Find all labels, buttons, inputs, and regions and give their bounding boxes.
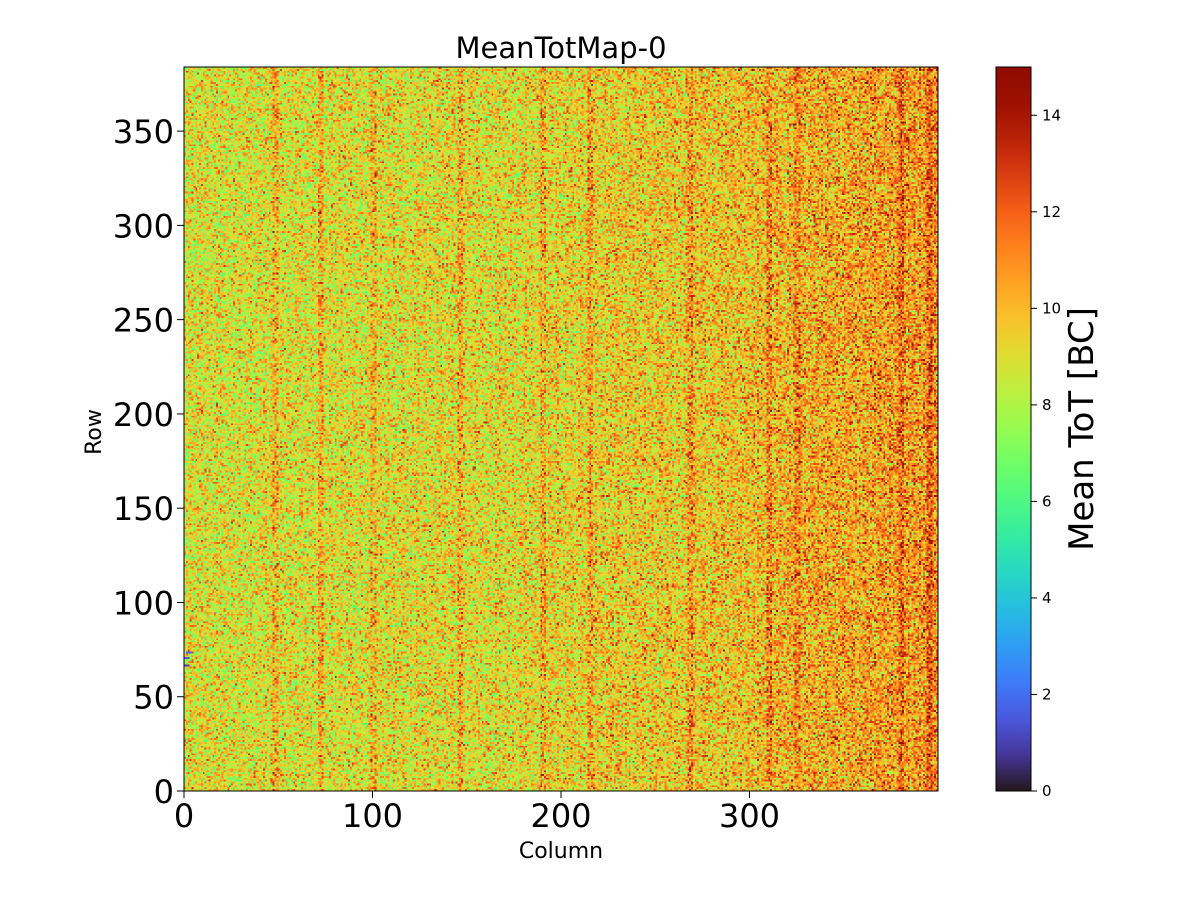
colorbar-tick-label: 14 <box>1042 106 1061 124</box>
colorbar-label: Mean ToT [BC] <box>1062 307 1102 551</box>
heatmap-cells <box>184 67 938 791</box>
y-tick-label: 150 <box>113 490 174 528</box>
x-tick-label: 300 <box>719 797 780 835</box>
y-tick-label: 200 <box>113 396 174 434</box>
y-axis-label: Row <box>82 409 107 455</box>
x-axis-ticks: 0 100 200 300 <box>174 791 780 835</box>
colorbar: 0 2 4 6 8 10 12 14 <box>995 66 1061 800</box>
colorbar-tick-label: 8 <box>1042 396 1052 414</box>
colorbar-frame <box>995 66 1032 792</box>
colorbar-ticks: 0 2 4 6 8 10 12 14 <box>1031 106 1061 800</box>
colorbar-gradient <box>996 67 1031 791</box>
colorbar-tick-label: 2 <box>1042 685 1052 703</box>
y-tick-label: 50 <box>133 679 174 717</box>
y-tick-label: 250 <box>113 302 174 340</box>
y-tick-label: 100 <box>113 584 174 622</box>
colorbar-tick-label: 10 <box>1042 299 1061 317</box>
x-tick-label: 200 <box>530 797 591 835</box>
y-tick-label: 0 <box>154 773 174 811</box>
y-axis-ticks: 0 50 100 150 200 250 300 350 <box>113 113 184 811</box>
x-tick-label: 0 <box>174 797 194 835</box>
colorbar-tick-label: 12 <box>1042 203 1061 221</box>
x-tick-label: 100 <box>342 797 403 835</box>
x-axis-label: Column <box>519 839 603 864</box>
chart-title: MeanTotMap-0 <box>455 31 666 65</box>
y-tick-label: 300 <box>113 207 174 245</box>
colorbar-tick-label: 4 <box>1042 589 1052 607</box>
colorbar-tick-label: 0 <box>1042 782 1052 800</box>
plot-area <box>183 66 939 792</box>
y-tick-label: 350 <box>113 113 174 151</box>
colorbar-tick-label: 6 <box>1042 492 1052 510</box>
